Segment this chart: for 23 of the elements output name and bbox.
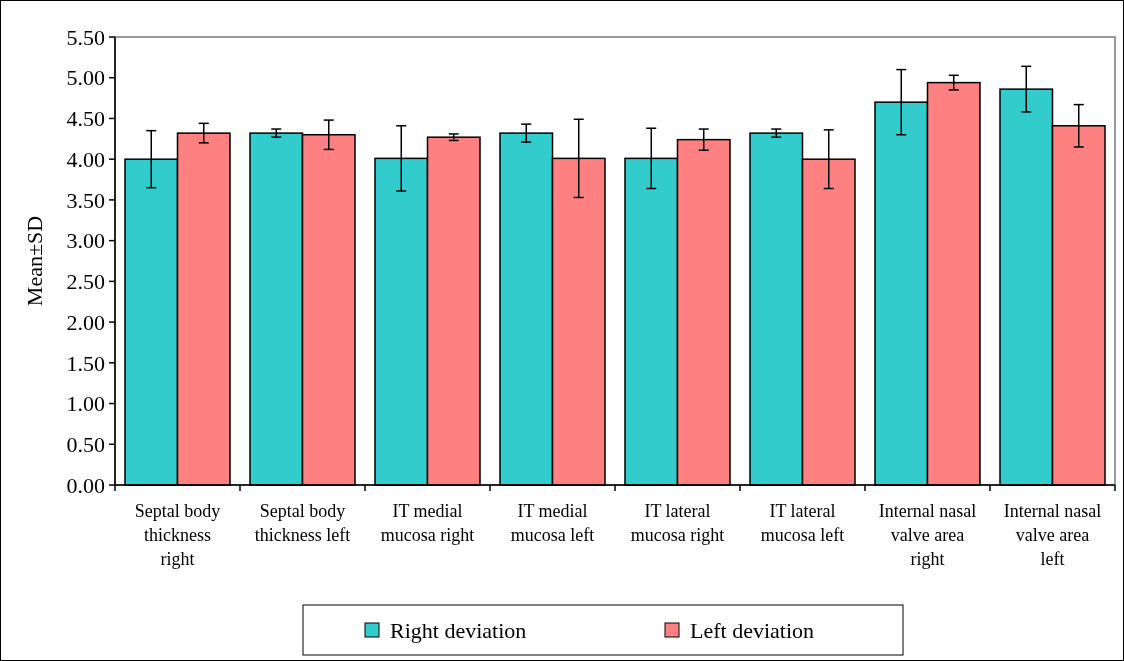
y-tick-label: 5.00	[66, 65, 105, 91]
y-tick-label: 4.00	[66, 146, 105, 172]
y-tick-label: 1.00	[66, 391, 105, 417]
x-tick-label: Septal body thickness left	[254, 501, 351, 545]
legend-label: Left deviation	[690, 617, 815, 643]
y-tick-label: 1.50	[66, 350, 105, 376]
x-tick-label: Internal nasal valve area left	[1003, 501, 1102, 569]
y-tick-label: 5.50	[66, 24, 105, 50]
y-tick-label: 2.50	[66, 269, 105, 295]
x-tick-label: Internal nasal valve area right	[878, 501, 977, 569]
y-tick-label: 3.00	[66, 228, 105, 254]
x-tick-label: IT medial mucosa right	[380, 501, 475, 545]
x-tick-label: IT lateral mucosa right	[630, 501, 725, 545]
y-tick-label: 3.50	[66, 187, 105, 213]
x-tick-label: Septal body thickness right	[134, 501, 221, 569]
x-tick-label: IT medial mucosa left	[510, 501, 595, 545]
y-axis-title: Mean±SD	[22, 215, 47, 307]
y-tick-label: 0.00	[66, 472, 105, 498]
y-tick-label: 4.50	[66, 106, 105, 132]
legend-label: Right deviation	[390, 617, 527, 643]
y-tick-label: 2.00	[66, 309, 105, 335]
x-tick-label: IT lateral mucosa left	[760, 501, 845, 545]
y-tick-label: 0.50	[66, 431, 105, 457]
